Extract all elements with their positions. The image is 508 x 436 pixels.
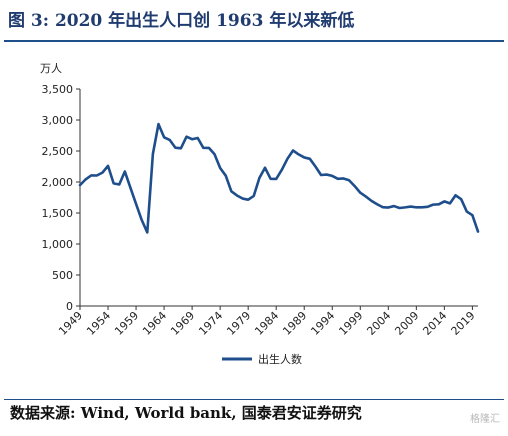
line-chart: 万人 0 500 1,000 1,500 2,000 2,500 3,000 3,500 19… bbox=[40, 62, 480, 366]
series-layer bbox=[78, 122, 480, 234]
x-tick-label: 1999 bbox=[336, 309, 365, 338]
y-tick-label: 2,500 bbox=[42, 145, 74, 158]
x-tick-label: 2014 bbox=[420, 309, 449, 338]
x-tick-label: 1994 bbox=[308, 309, 337, 338]
y-axis-unit-label: 万人 bbox=[40, 62, 62, 75]
x-axis: 1949 1954 1959 1964 1969 1974 1979 1984 1989 1994… bbox=[56, 305, 478, 338]
y-axis: 0 500 1,000 1,500 2,000 2,500 3,000 3,500 bbox=[42, 83, 81, 313]
x-tick-label: 1984 bbox=[252, 309, 281, 338]
y-tick-label: 1,500 bbox=[42, 207, 74, 220]
y-tick-label: 500 bbox=[52, 269, 73, 282]
x-tick-label: 2004 bbox=[364, 309, 393, 338]
watermark-logo: 格隆汇 bbox=[470, 414, 500, 425]
title-divider bbox=[4, 40, 504, 42]
series-line-births bbox=[78, 122, 480, 234]
y-tick-label: 3,000 bbox=[42, 114, 74, 127]
legend-label: 出生人数 bbox=[258, 352, 302, 366]
x-tick-label: 2009 bbox=[392, 309, 421, 338]
y-tick-label: 3,500 bbox=[42, 83, 74, 96]
source-note: 数据来源: Wind, World bank, 国泰君安证券研究 bbox=[10, 404, 362, 422]
x-tick-label: 2019 bbox=[449, 309, 478, 338]
x-tick-label: 1954 bbox=[84, 309, 113, 338]
y-tick-label: 0 bbox=[66, 300, 73, 313]
x-tick-label: 1959 bbox=[112, 309, 141, 338]
x-tick-label: 1989 bbox=[280, 309, 309, 338]
x-tick-label: 1979 bbox=[224, 309, 253, 338]
x-tick-label: 1949 bbox=[56, 309, 85, 338]
x-tick-label: 1969 bbox=[168, 309, 197, 338]
y-tick-label: 2,000 bbox=[42, 176, 74, 189]
y-tick-label: 1,000 bbox=[42, 238, 74, 251]
x-tick-label: 1964 bbox=[140, 309, 169, 338]
footer-divider bbox=[4, 399, 504, 400]
legend: 出生人数 bbox=[222, 352, 302, 366]
x-tick-label: 1974 bbox=[196, 309, 225, 338]
chart-title: 图 3: 2020 年出生人口创 1963 年以来新低 bbox=[8, 11, 355, 31]
